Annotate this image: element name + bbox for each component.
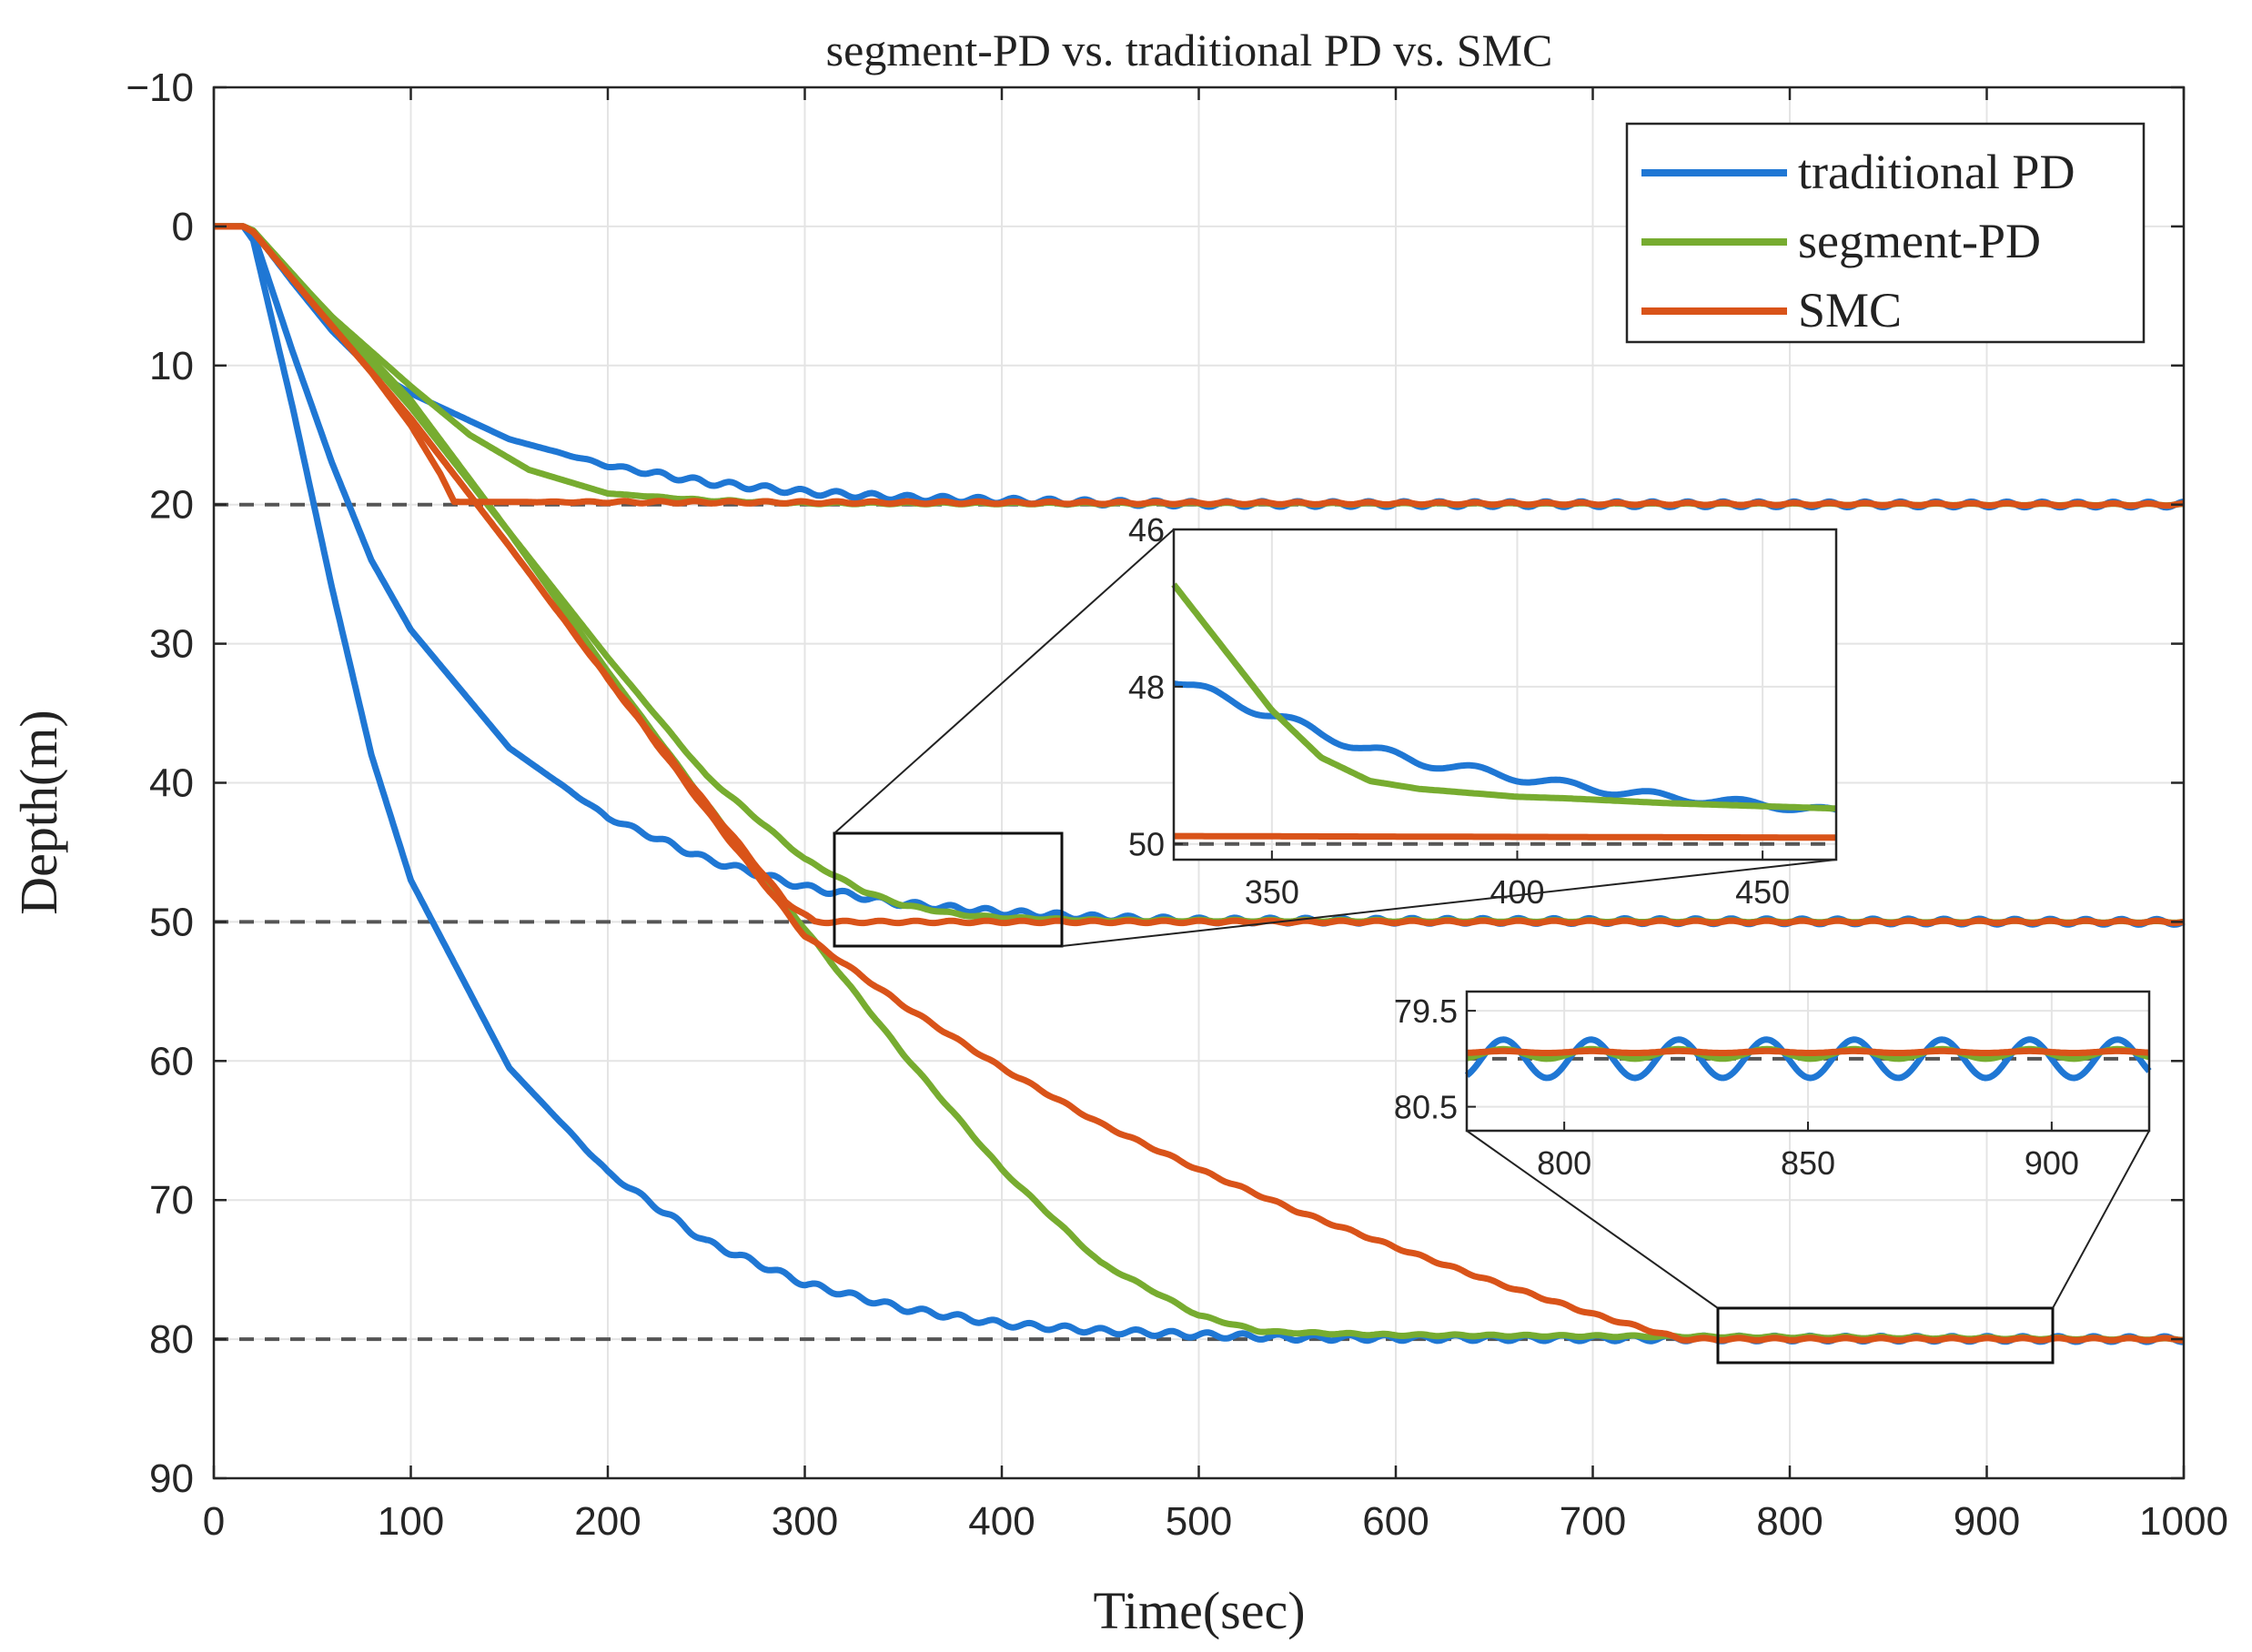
inset-y-tick-label-80: 79.5 (1394, 992, 1458, 1030)
connector-line-80-a (1466, 1130, 1719, 1309)
inset-y-tick-label-50: 46 (1128, 511, 1165, 549)
y-tick-label: 90 (149, 1456, 194, 1501)
tick-group: 0 100 200 300 400 500 600 700 800 900 1000 −10 0 10 20… (126, 65, 2228, 1544)
x-tick-label: 1000 (2139, 1499, 2228, 1544)
x-tick-label: 500 (1166, 1499, 1232, 1544)
inset-series-line-smc-50 (1172, 832, 1838, 841)
x-tick-label: 300 (772, 1499, 838, 1544)
y-tick-label: 50 (149, 900, 194, 944)
inset-x-tick-label-50: 400 (1490, 873, 1544, 911)
zoom-box-50 (833, 831, 1064, 948)
chart-title: segment-PD vs. traditional PD vs. SMC (826, 25, 1553, 76)
legend: traditional PD segment-PD SMC (1625, 122, 2146, 344)
x-tick-label: 0 (203, 1499, 225, 1544)
inset-frame-50 (1172, 528, 1838, 861)
x-tick-label: 900 (1954, 1499, 2020, 1544)
legend-box (1625, 122, 2146, 344)
inset-x-tick-label-50: 350 (1245, 873, 1299, 911)
inset-x-tick-label-50: 450 (1735, 873, 1790, 911)
inset-series-line-traditional-pd-80 (1464, 1036, 2152, 1082)
legend-label-smc: SMC (1798, 283, 1902, 337)
y-tick-label: 80 (149, 1317, 194, 1362)
connector-line-80-b (2052, 1130, 2150, 1309)
x-tick-label: 200 (574, 1499, 641, 1544)
y-tick-label: 60 (149, 1039, 194, 1083)
y-tick-label: 10 (149, 344, 194, 388)
inset-y-tick-label-50: 48 (1128, 669, 1165, 706)
y-tick-label: 40 (149, 761, 194, 806)
inset-plot-area-50 (1174, 529, 1836, 860)
connector-line-50-b (1061, 859, 1837, 947)
inset-series-line-smc-80 (1466, 1047, 2150, 1056)
series-line-smc-target-80 (212, 223, 2186, 1344)
y-tick-label: 70 (149, 1178, 194, 1223)
x-tick-label: 400 (968, 1499, 1035, 1544)
zoom-boxes (833, 831, 2055, 1365)
legend-label-traditional-pd: traditional PD (1798, 145, 2075, 199)
x-tick-label: 700 (1560, 1499, 1626, 1544)
connector-line-50-a (833, 529, 1175, 834)
series-line-smc-target-20 (212, 223, 2186, 509)
inset-zoom-80: 800 850 900 79.5 80.5 (1394, 990, 2152, 1182)
x-tick-label: 100 (378, 1499, 444, 1544)
zoom-connectors (833, 529, 2150, 1309)
inset-y-tick-label-80: 80.5 (1394, 1089, 1458, 1126)
x-axis-label: Time(sec) (1093, 1581, 1305, 1640)
zoom-box-80 (1716, 1306, 2055, 1365)
inset-x-tick-label-80: 800 (1537, 1144, 1591, 1182)
series-group (212, 223, 2186, 1345)
x-tick-label: 600 (1362, 1499, 1429, 1544)
y-tick-label: 30 (149, 622, 194, 667)
y-axis-label: Depth(m) (9, 710, 68, 915)
x-tick-label: 800 (1756, 1499, 1823, 1544)
inset-x-tick-label-80: 850 (1781, 1144, 1835, 1182)
inset-y-tick-label-50: 50 (1128, 826, 1165, 863)
inset-zoom-50: 350 400 450 46 48 50 (1128, 511, 1838, 911)
inset-series-line-segment-pd-50 (1171, 582, 1838, 812)
legend-label-segment-pd: segment-PD (1798, 214, 2041, 268)
inset-series-line-traditional-pd-50 (1172, 680, 1838, 813)
y-tick-label: 0 (172, 205, 194, 249)
inset-x-tick-label-80: 900 (2025, 1144, 2079, 1182)
y-tick-label: −10 (126, 65, 194, 110)
y-tick-label: 20 (149, 483, 194, 528)
